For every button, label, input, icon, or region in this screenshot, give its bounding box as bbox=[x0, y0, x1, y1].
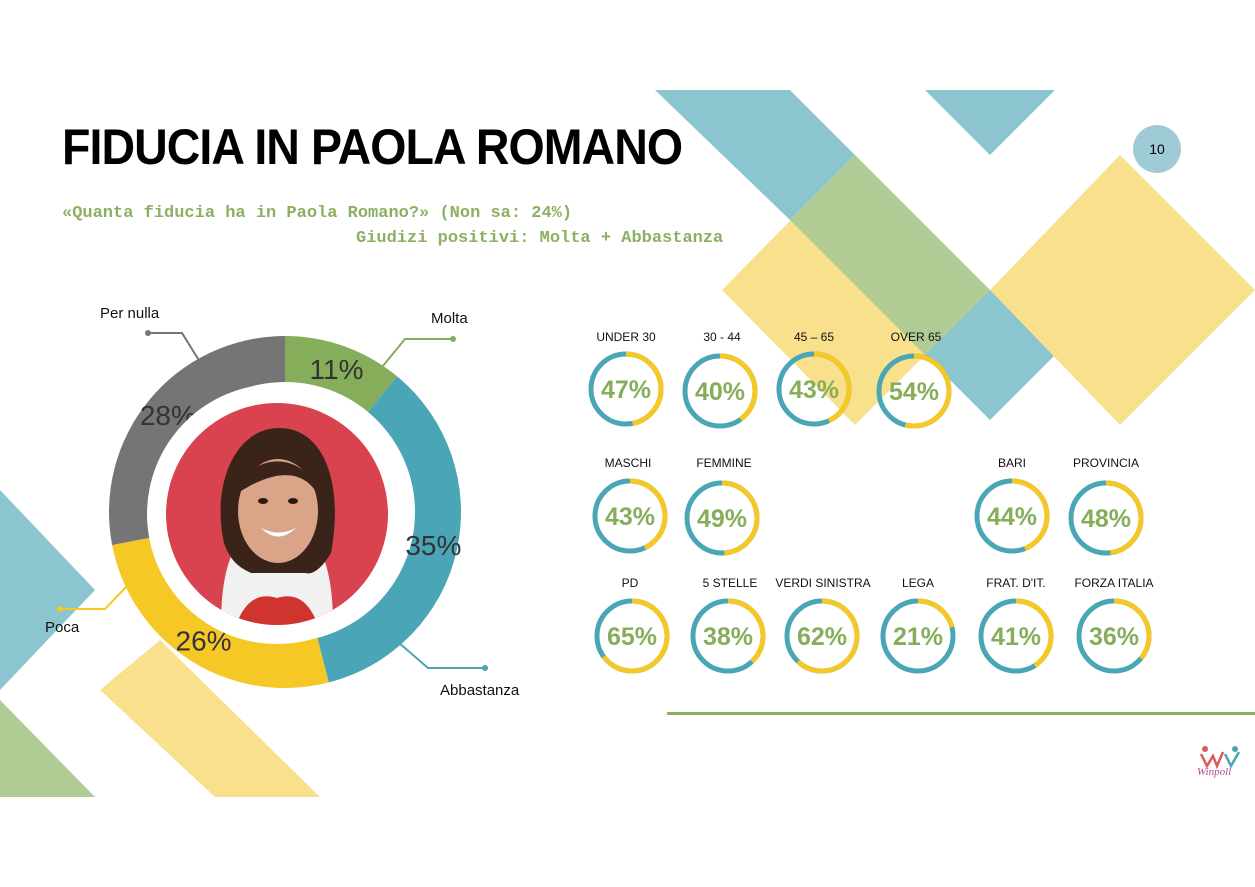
mini-donut-label-12: FRAT. D'IT. bbox=[986, 576, 1045, 590]
mini-donut-value-7: 48% bbox=[1081, 505, 1131, 533]
label-per-nulla: Per nulla bbox=[100, 305, 160, 322]
mini-donut-value-12: 41% bbox=[991, 623, 1041, 651]
mini-donut-label-0: UNDER 30 bbox=[596, 330, 656, 344]
deco-teal-left bbox=[0, 490, 95, 690]
mini-donut-arc-5 bbox=[721, 480, 760, 556]
mini-donut-label-6: BARI bbox=[998, 456, 1026, 470]
mini-donut-label-9: 5 STELLE bbox=[703, 576, 758, 590]
mini-donut-arc-9 bbox=[727, 598, 766, 664]
mini-donut-arc-3 bbox=[904, 353, 952, 429]
leader-line-molta bbox=[377, 338, 453, 373]
mini-donut-arc-4 bbox=[629, 478, 668, 550]
mini-donut-value-0: 47% bbox=[601, 376, 651, 404]
mini-donut-arc-2 bbox=[813, 351, 852, 423]
mini-donut-value-5: 49% bbox=[697, 505, 747, 533]
deco-teal-shape-1 bbox=[655, 90, 855, 220]
bottom-rule bbox=[667, 712, 1255, 715]
donut-slice-1 bbox=[317, 376, 462, 683]
label-molta: Molta bbox=[431, 310, 468, 327]
deco-green-diamond bbox=[790, 155, 990, 355]
winpoll-logo: Winpoll bbox=[1195, 744, 1251, 783]
decorative-shapes bbox=[0, 90, 1255, 797]
mini-donut-arc-11 bbox=[917, 598, 955, 629]
mini-donut-value-10: 62% bbox=[797, 623, 847, 651]
deco-yellow-bar bbox=[100, 640, 320, 797]
mini-donut-label-10: VERDI SINISTRA bbox=[775, 576, 870, 590]
mini-donut-arc-10 bbox=[796, 598, 860, 674]
donut-value-label-0: 11% bbox=[310, 354, 364, 385]
deco-white-cut bbox=[790, 90, 855, 155]
leader-dot-abbastanza bbox=[482, 665, 488, 671]
deco-yellow-diamond-2 bbox=[990, 155, 1255, 425]
mini-donut-label-2: 45 – 65 bbox=[794, 330, 834, 344]
donut-value-label-1: 35% bbox=[405, 530, 461, 561]
mini-donut-label-13: FORZA ITALIA bbox=[1074, 576, 1153, 590]
deco-teal-triangle-top bbox=[925, 90, 1055, 155]
mini-donut-value-1: 40% bbox=[695, 378, 745, 406]
mini-donut-arc-1 bbox=[719, 353, 758, 422]
mini-donut-label-5: FEMMINE bbox=[696, 456, 751, 470]
mini-donut-arc-13 bbox=[1113, 598, 1152, 660]
mini-donut-value-6: 44% bbox=[987, 503, 1037, 531]
winpoll-logo-text: Winpoll bbox=[1197, 766, 1231, 778]
mini-donut-label-1: 30 - 44 bbox=[703, 330, 741, 344]
label-poca: Poca bbox=[45, 619, 80, 636]
mini-donut-value-13: 36% bbox=[1089, 623, 1139, 651]
leader-dot-poca bbox=[57, 606, 63, 612]
mini-donut-arc-7 bbox=[1105, 480, 1144, 556]
mini-donut-value-11: 21% bbox=[893, 623, 943, 651]
page-title: FIDUCIA IN PAOLA ROMANO bbox=[62, 119, 683, 175]
deco-green-left bbox=[0, 700, 95, 797]
leader-dot-per-nulla bbox=[145, 330, 151, 336]
subtitle-question: «Quanta fiducia ha in Paola Romano?» (No… bbox=[62, 204, 573, 223]
mini-donut-value-3: 54% bbox=[889, 378, 939, 406]
mini-donut-label-11: LEGA bbox=[902, 576, 934, 590]
portrait-illustration bbox=[166, 403, 388, 625]
mini-donut-label-4: MASCHI bbox=[605, 456, 652, 470]
donut-slice-0 bbox=[285, 336, 398, 412]
subtitle-note: Giudizi positivi: Molta + Abbastanza bbox=[356, 229, 724, 248]
mini-donut-value-9: 38% bbox=[703, 623, 753, 651]
winpoll-logo-mark: Winpoll bbox=[1197, 746, 1241, 778]
mini-donut-arc-8 bbox=[601, 598, 670, 674]
mini-donut-value-4: 43% bbox=[605, 503, 655, 531]
mini-donut-arc-6 bbox=[1011, 478, 1050, 551]
portrait-photo bbox=[166, 403, 388, 625]
leader-dot-molta bbox=[450, 336, 456, 342]
mini-donut-arc-0 bbox=[625, 351, 664, 426]
mini-donut-value-8: 65% bbox=[607, 623, 657, 651]
mini-donut-label-3: OVER 65 bbox=[891, 330, 942, 344]
leader-line-per-nulla bbox=[148, 332, 201, 363]
mini-donut-label-8: PD bbox=[622, 576, 639, 590]
leader-line-poca bbox=[60, 584, 129, 610]
leader-line-abbastanza bbox=[397, 641, 485, 669]
mini-donut-label-7: PROVINCIA bbox=[1073, 456, 1139, 470]
mini-donut-arc-12 bbox=[1015, 598, 1054, 668]
deco-yellow-diamond-1 bbox=[722, 155, 990, 425]
mini-donut-value-2: 43% bbox=[789, 376, 839, 404]
label-abbastanza: Abbastanza bbox=[440, 682, 520, 699]
page-number: 10 bbox=[1133, 125, 1181, 173]
